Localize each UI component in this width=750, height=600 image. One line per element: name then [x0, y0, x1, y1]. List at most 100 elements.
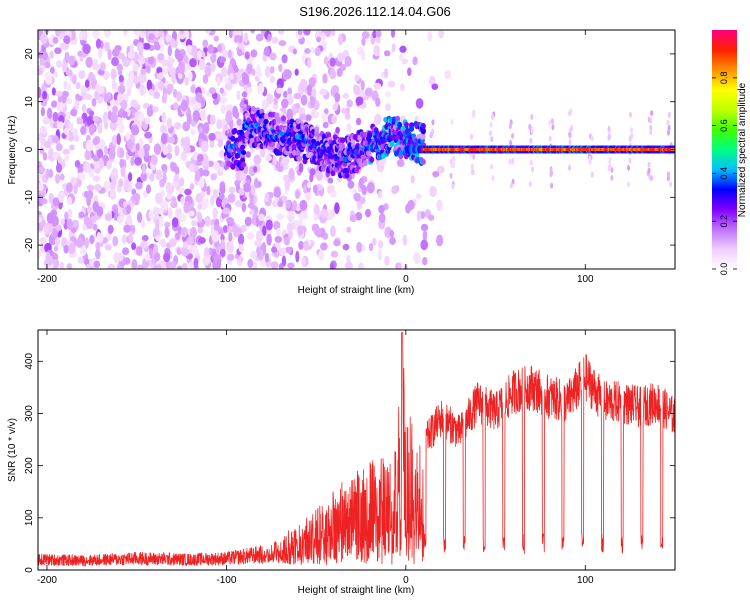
- spectrogram-cell: [608, 134, 611, 141]
- spectrogram-cell: [42, 116, 50, 125]
- spectrogram-cell: [422, 230, 428, 241]
- spectrogram-cell: [415, 98, 424, 109]
- spectrogram-cell: [212, 98, 219, 105]
- spectrogram-cell: [202, 74, 209, 84]
- spectrogram-cell: [166, 192, 173, 200]
- spectrogram-cell: [110, 115, 118, 124]
- spectrogram-cell: [80, 125, 87, 136]
- figure-title: S196.2026.112.14.04.G06: [299, 4, 451, 19]
- spectrogram-cell: [272, 156, 277, 165]
- spectrogram-cell: [217, 44, 222, 52]
- spectrogram-cell: [344, 112, 351, 120]
- spectrogram-cell: [340, 137, 346, 144]
- spectrogram-cell: [431, 83, 439, 90]
- spectrogram-cell: [228, 186, 236, 194]
- spectrogram-cell: [275, 87, 284, 94]
- spectrogram-cell: [384, 255, 390, 266]
- spectrogram-cell: [197, 213, 203, 223]
- spectrogram-cell: [431, 119, 435, 126]
- spectrogram-cell: [153, 91, 160, 99]
- spectrogram-cell: [108, 148, 116, 160]
- spectrogram-cell: [236, 48, 243, 57]
- spectrogram-cell: [318, 249, 324, 261]
- spectrogram-cell: [218, 193, 225, 200]
- spectrogram-cell: [160, 238, 166, 248]
- spectrogram-cell: [174, 232, 181, 240]
- x-tick-label: 100: [577, 575, 594, 586]
- spectrogram-cell: [436, 165, 445, 174]
- spectrogram-cell: [314, 126, 320, 133]
- spectrogram-cell: [77, 50, 83, 57]
- spectrogram-cell: [200, 109, 206, 122]
- spectrogram-cell: [311, 138, 317, 145]
- spectrogram-cell: [180, 227, 188, 238]
- spectrogram-cell: [217, 138, 223, 148]
- spectrogram-cell: [372, 30, 377, 39]
- spectrogram-cell: [204, 215, 211, 227]
- spectrogram-cell: [375, 97, 381, 107]
- spectrogram-cell: [427, 31, 433, 42]
- spectrogram-cell: [45, 74, 53, 85]
- spectrogram-cell: [154, 30, 160, 39]
- spectrogram-cell: [178, 187, 186, 194]
- spectrogram-cell: [649, 117, 653, 124]
- spectrogram-cell: [46, 107, 53, 120]
- spectrogram-cell: [569, 126, 573, 133]
- spectrogram-cell: [131, 124, 140, 136]
- spectrogram-cell: [170, 162, 178, 172]
- spectrogram-cell: [509, 140, 513, 146]
- spectrogram-cell: [412, 56, 418, 66]
- spectrogram-cell: [271, 36, 279, 44]
- spectrogram-cell: [180, 196, 185, 205]
- spectrogram-cell: [273, 187, 282, 199]
- spectrogram-cell: [197, 236, 206, 244]
- spectrogram-cell: [75, 81, 81, 90]
- spectrogram-cell: [154, 43, 161, 51]
- spectrogram-cell: [416, 210, 422, 222]
- spectrogram-cell: [346, 226, 352, 233]
- spectrogram-cell: [200, 140, 209, 153]
- spectrogram-cell: [356, 241, 363, 253]
- spectrogram-cell: [249, 137, 255, 144]
- spectrogram-cell: [429, 185, 437, 198]
- spectrogram-cell: [281, 115, 286, 122]
- spectrogram-cell: [148, 56, 155, 65]
- spectrogram-cell: [179, 30, 185, 35]
- spectrogram-cell: [140, 68, 147, 75]
- spectrogram-cell: [186, 44, 193, 54]
- colorbar-tick-label: 0.8: [719, 72, 729, 85]
- spectrogram-cell: [323, 108, 329, 115]
- spectrogram-cell: [43, 227, 50, 235]
- spectrogram-cell: [174, 145, 180, 157]
- spectrogram-cell: [630, 127, 633, 134]
- spectrogram-cell: [88, 110, 95, 117]
- spectrogram-cell: [49, 50, 54, 60]
- spectrogram-cell: [278, 247, 287, 256]
- spectrogram-cell: [667, 112, 671, 118]
- spectrogram-cell: [173, 102, 179, 110]
- spectrogram-cell: [329, 57, 336, 67]
- spectrogram-cell: [194, 170, 201, 182]
- spectrogram-cell: [87, 205, 92, 214]
- spectrogram-cell: [331, 30, 336, 37]
- spectrogram-cell: [166, 117, 173, 129]
- spectrogram-cell: [428, 214, 435, 221]
- spectrogram-cell: [226, 217, 235, 224]
- spectrogram-cell: [173, 122, 182, 130]
- spectrogram-cell: [210, 195, 215, 206]
- spectrogram-cell: [178, 213, 186, 223]
- spectrogram-cell: [610, 174, 614, 181]
- spectrogram-cell: [219, 87, 224, 94]
- spectrogram-cell: [334, 92, 341, 103]
- x-tick-label: 0: [403, 274, 409, 285]
- spectrogram-cell: [331, 85, 340, 93]
- spectrogram-cell: [192, 110, 201, 122]
- spectrogram-cell: [361, 50, 366, 62]
- spectrogram-cell: [666, 171, 670, 178]
- spectrogram-cell: [65, 182, 73, 194]
- spectrogram-cell: [170, 260, 177, 269]
- spectrogram-cell: [220, 233, 225, 242]
- spectrogram-cell: [54, 173, 61, 184]
- spectrogram-cell: [83, 215, 90, 226]
- spectrogram-cell: [283, 69, 292, 80]
